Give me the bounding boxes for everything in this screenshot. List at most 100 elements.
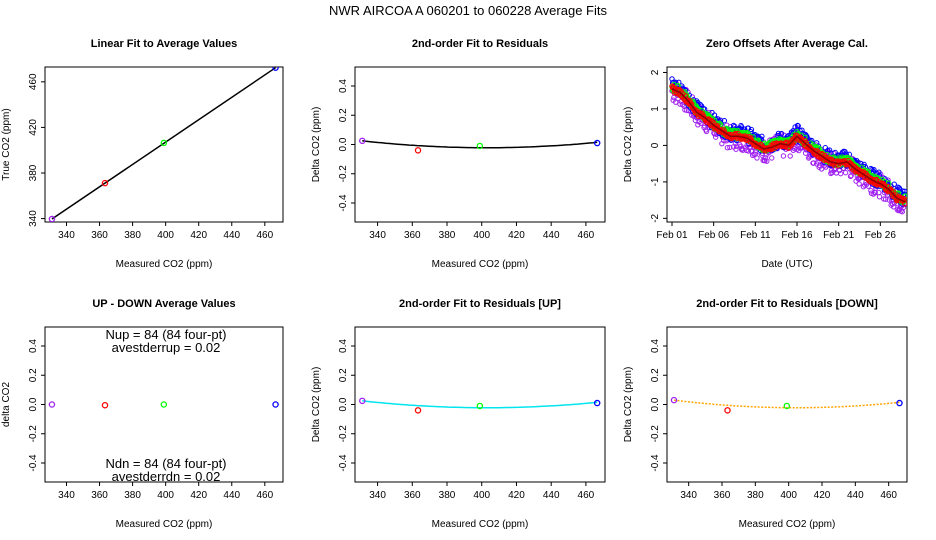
x-axis-label: Measured CO2 (ppm) xyxy=(739,519,836,530)
chart-p3: Zero Offsets After Average Cal. Feb 01 Feb… xyxy=(623,38,908,270)
series-point xyxy=(886,197,893,203)
data-point-purple xyxy=(359,397,366,405)
data-point-green xyxy=(783,402,791,410)
data-point-blue xyxy=(593,139,601,147)
x-tick-label: 460 xyxy=(256,490,273,501)
y-tick-label: 460 xyxy=(28,73,39,90)
series-point xyxy=(745,148,752,154)
series-point xyxy=(724,145,731,151)
series-point xyxy=(865,183,872,189)
series-point xyxy=(842,170,849,176)
x-tick-label: 440 xyxy=(223,230,240,241)
series-point xyxy=(764,158,770,164)
x-tick-label: 340 xyxy=(58,230,75,241)
data-point-red xyxy=(724,407,731,414)
data-point-green xyxy=(160,401,168,408)
y-tick-label: 0.0 xyxy=(28,397,39,411)
series-point xyxy=(856,181,862,187)
y-axis-label: Delta CO2 (ppm) xyxy=(311,367,322,443)
y-tick-label: -1 xyxy=(650,177,661,186)
series-point xyxy=(754,155,760,161)
data-point-green xyxy=(476,142,484,150)
chart-title: 2nd-order Fit to Residuals xyxy=(412,38,548,50)
series-point xyxy=(882,196,889,202)
chart-p5: 2nd-order Fit to Residuals [UP] 340 360 380… xyxy=(311,298,606,530)
x-tick-label: 420 xyxy=(190,490,207,501)
x-tick-label: Feb 26 xyxy=(865,230,897,241)
series-point xyxy=(891,181,897,187)
y-tick-label: 1 xyxy=(650,106,661,112)
series-point xyxy=(822,145,828,151)
x-tick-label: 380 xyxy=(439,230,456,241)
annotation-ndn: Ndn = 84 (84 four-pt) xyxy=(105,456,226,471)
x-tick-label: 400 xyxy=(780,490,797,501)
x-tick-label: 340 xyxy=(369,230,386,241)
series-point xyxy=(847,173,854,180)
x-tick-label: Feb 16 xyxy=(781,230,813,241)
x-tick-label: 420 xyxy=(508,490,525,501)
x-tick-label: 360 xyxy=(714,490,731,501)
chart-title: 2nd-order Fit to Residuals [DOWN] xyxy=(696,298,878,310)
x-tick-label: 460 xyxy=(578,490,595,501)
plot-frame xyxy=(666,66,908,223)
fit-curve xyxy=(673,399,900,409)
x-tick-label: 460 xyxy=(880,490,897,501)
x-tick-label: Feb 11 xyxy=(740,230,771,241)
series-point xyxy=(677,101,683,107)
x-axis-label: Measured CO2 (ppm) xyxy=(432,519,529,530)
chart-p2: 2nd-order Fit to Residuals 340 360 380 400 42… xyxy=(311,38,606,270)
y-tick-label: 0.0 xyxy=(338,137,349,151)
y-tick-label: -0.2 xyxy=(338,425,349,443)
x-axis-label: Measured CO2 (ppm) xyxy=(116,519,213,530)
chart-p4: UP - DOWN Average Values 340 360 380 400 420 4… xyxy=(1,298,284,530)
data-point-purple xyxy=(48,401,56,408)
series-point xyxy=(721,118,728,124)
fit-curve xyxy=(362,140,598,149)
x-tick-label: Feb 06 xyxy=(698,230,730,241)
x-axis-label: Measured CO2 (ppm) xyxy=(116,259,213,270)
y-tick-label: 0.2 xyxy=(338,108,349,122)
y-tick-label: 0.2 xyxy=(650,368,661,382)
x-tick-label: 440 xyxy=(847,490,864,501)
series-point xyxy=(780,153,787,159)
x-tick-label: 380 xyxy=(124,490,141,501)
data-point-blue xyxy=(272,401,279,408)
series-point xyxy=(698,120,704,126)
x-tick-label: 400 xyxy=(157,230,174,241)
data-point-red xyxy=(101,401,109,409)
annotation-avestderrdn: avestderrdn = 0.02 xyxy=(112,469,221,484)
x-tick-label: 420 xyxy=(190,230,207,241)
data-point-purple xyxy=(359,137,366,145)
chart-title: Linear Fit to Average Values xyxy=(91,38,238,50)
x-axis-label: Date (UTC) xyxy=(761,259,812,270)
plot-area xyxy=(359,137,601,154)
series-point xyxy=(762,155,769,161)
y-tick-label: 0.4 xyxy=(338,79,349,93)
chart-title: UP - DOWN Average Values xyxy=(92,298,235,310)
annotation-avestderrup: avestderrup = 0.02 xyxy=(112,340,221,355)
x-tick-label: 360 xyxy=(404,230,421,241)
series-point xyxy=(769,155,775,161)
x-tick-label: 360 xyxy=(404,490,421,501)
series-point xyxy=(795,123,801,129)
series-point xyxy=(876,194,883,200)
data-point-red xyxy=(101,179,109,187)
x-tick-label: 400 xyxy=(157,490,174,501)
y-tick-label: -0.4 xyxy=(338,454,349,472)
series-point xyxy=(703,128,710,135)
y-tick-label: -0.4 xyxy=(28,454,39,472)
plot-area xyxy=(48,67,279,222)
series-point xyxy=(848,172,854,179)
chart-p6: 2nd-order Fit to Residuals [DOWN] 340 360 3… xyxy=(623,298,908,530)
x-tick-label: 340 xyxy=(58,490,75,501)
fit-line xyxy=(671,88,906,203)
data-point-blue xyxy=(896,399,903,407)
figure-title: NWR AIRCOA A 060201 to 060228 Average Fi… xyxy=(329,3,607,18)
data-point-purple xyxy=(48,215,56,222)
y-tick-label: -0.2 xyxy=(650,425,661,443)
y-tick-label: 0.0 xyxy=(650,397,661,411)
x-tick-label: 380 xyxy=(747,490,764,501)
y-tick-label: 0.2 xyxy=(28,368,39,382)
x-tick-label: 360 xyxy=(91,490,108,501)
